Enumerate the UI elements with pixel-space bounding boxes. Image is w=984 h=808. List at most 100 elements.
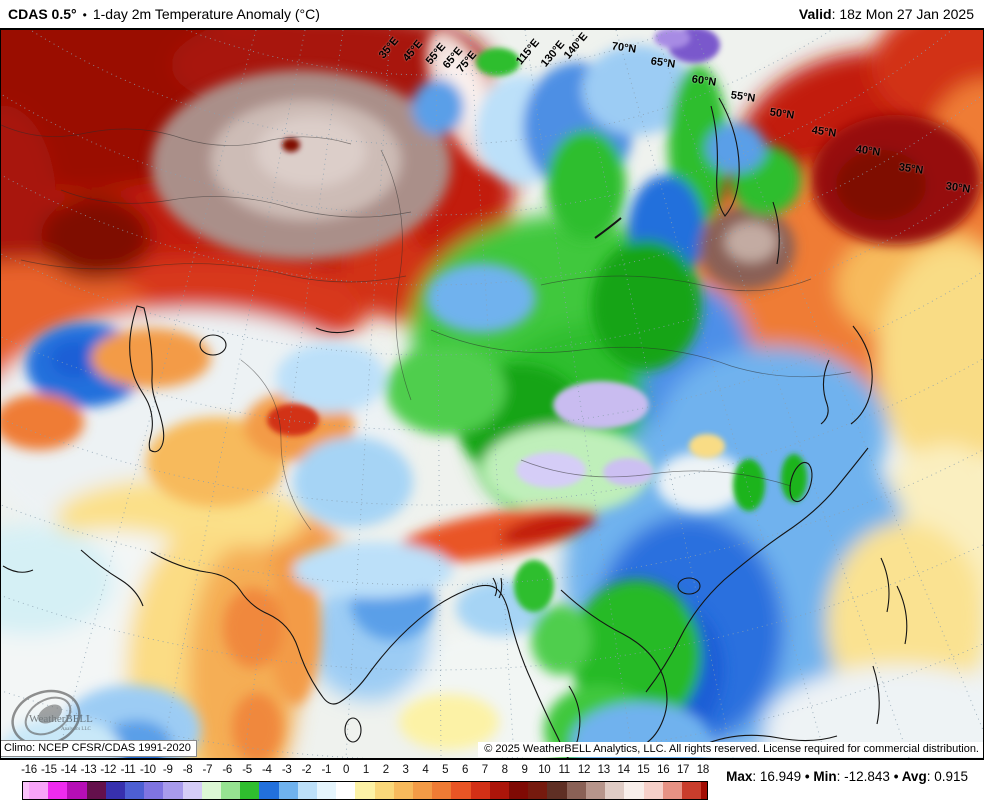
colorbar-segment — [374, 782, 394, 799]
colorbar-tick-label: -1 — [321, 764, 332, 776]
colorbar-tick-label: -4 — [262, 764, 272, 776]
title-bullet: • — [82, 8, 87, 22]
colorbar-segment — [643, 782, 663, 799]
colorbar-tick-label: 13 — [597, 764, 611, 776]
colorbar-endcap — [701, 782, 708, 799]
valid-label: Valid — [798, 6, 832, 22]
colorbar-tick-label: 18 — [696, 764, 710, 776]
colorbar-segment — [105, 782, 126, 799]
colorbar-segment — [336, 782, 356, 799]
colorbar-tick-label: -5 — [242, 764, 252, 776]
colorbar-tick-label: 12 — [577, 764, 591, 776]
colorbar-segment — [259, 782, 279, 799]
climo-note: Climo: NCEP CFSR/CDAS 1991-2020 — [1, 740, 197, 757]
colorbar-segment — [432, 782, 452, 799]
stats-sep2: • — [889, 769, 902, 784]
avg-label: Avg — [901, 769, 927, 784]
copyright-note: © 2025 WeatherBELL Analytics, LLC. All r… — [478, 742, 983, 757]
min-label: Min — [813, 769, 837, 784]
colorbar-tick-label: 3 — [402, 764, 409, 776]
colorbar-segment — [470, 782, 490, 799]
colorbar-tick-label: -3 — [281, 764, 292, 776]
colorbar-segment — [125, 782, 145, 799]
temperature-anomaly-map: WeatherBELL Analytics LLC 70°N 65°N 60°N 55… — [0, 30, 984, 760]
anomaly-blobs-medium — [1, 30, 981, 758]
colorbar-tick-label: 14 — [617, 764, 630, 776]
colorbar-segment — [221, 782, 241, 799]
colorbar-tick-label: -10 — [140, 764, 156, 776]
colorbar-segment — [451, 782, 471, 799]
colorbar-segment — [86, 782, 106, 799]
valid-time: Valid: 18z Mon 27 Jan 2025 — [799, 0, 974, 28]
colorbar-tick-label: -16 — [21, 764, 37, 776]
colorbar-tick-label: 6 — [461, 764, 469, 776]
colorbar-tick-label: 10 — [538, 764, 551, 776]
colorbar-segment — [413, 782, 433, 799]
weatherbell-logo: WeatherBELL Analytics LLC — [11, 689, 93, 747]
field-statistics: Max: 16.949 • Min: -12.843 • Avg: 0.915 — [726, 769, 968, 784]
country-borders — [1, 124, 852, 531]
colorbar-tick-label: -11 — [120, 764, 136, 776]
colorbar-segment — [67, 782, 87, 799]
colorbar — [22, 781, 708, 800]
colorbar-tick-label: -6 — [222, 764, 233, 776]
max-label: Max — [726, 769, 753, 784]
colorbar-segment — [48, 782, 68, 799]
colorbar-segment — [297, 782, 318, 799]
colorbar-segment — [182, 782, 202, 799]
colorbar-tick-label: -13 — [80, 764, 97, 776]
colorbar-tick-label: 11 — [558, 764, 570, 776]
colorbar-segment — [489, 782, 510, 799]
colorbar-tick-label: -7 — [202, 764, 213, 776]
colorbar-tick-label: 17 — [676, 764, 690, 776]
anomaly-field-graphic: WeatherBELL Analytics LLC — [1, 30, 983, 758]
colorbar-tick-label: -9 — [162, 764, 173, 776]
colorbar-segment — [605, 782, 625, 799]
model-name: CDAS 0.5° — [8, 6, 77, 22]
max-value: : 16.949 — [752, 769, 802, 784]
colorbar-segment — [163, 782, 183, 799]
colorbar-tick-label: -8 — [182, 764, 193, 776]
colorbar-endcap — [23, 782, 29, 799]
logo-brand-text: WeatherBELL — [29, 713, 93, 725]
colorbar-segment — [585, 782, 606, 799]
anomaly-blobs-small — [125, 30, 807, 758]
colorbar-segment — [240, 782, 260, 799]
map-title: CDAS 0.5° • 1-day 2m Temperature Anomaly (… — [8, 0, 320, 29]
colorbar-tick-label: -12 — [100, 764, 117, 776]
colorbar-tick-label: 9 — [521, 764, 528, 776]
colorbar-segment — [144, 782, 164, 799]
colorbar-tick-label: 16 — [657, 764, 670, 776]
stats-sep1: • — [801, 769, 814, 784]
coastlines — [2, 97, 908, 758]
colorbar-tick-label: 4 — [422, 764, 429, 776]
colorbar-tick-row: -16 -15 -14 -13 -12 -11 -10 -9 -8 -7 -6 -5 -4 -3 -2 -1 0… — [0, 764, 720, 778]
colorbar-segment — [566, 782, 586, 799]
colorbar-segment — [393, 782, 414, 799]
colorbar-tick-label: 2 — [382, 764, 389, 776]
product-title: 1-day 2m Temperature Anomaly (°C) — [92, 6, 320, 22]
colorbar-segment — [509, 782, 529, 799]
colorbar-segment — [547, 782, 567, 799]
colorbar-tick-label: 5 — [442, 764, 449, 776]
header-bar: CDAS 0.5° • 1-day 2m Temperature Anomaly (… — [0, 0, 984, 30]
colorbar-tick-label: -15 — [40, 764, 57, 776]
colorbar-tick-label: -14 — [60, 764, 77, 776]
colorbar-segment — [201, 782, 222, 799]
colorbar-segment — [278, 782, 298, 799]
colorbar-segment — [662, 782, 682, 799]
colorbar-tick-label: 1 — [362, 764, 369, 776]
colorbar-tick-label: 15 — [637, 764, 650, 776]
colorbar-segment — [29, 782, 49, 799]
valid-value: : 18z Mon 27 Jan 2025 — [831, 6, 974, 22]
colorbar-segment — [681, 782, 702, 799]
min-value: : -12.843 — [836, 769, 890, 784]
avg-value: : 0.915 — [926, 769, 968, 784]
colorbar-tick-label: 8 — [501, 764, 508, 776]
logo-sub-text: Analytics LLC — [61, 727, 92, 732]
colorbar-segment — [528, 782, 548, 799]
graticule — [1, 30, 983, 758]
colorbar-segment — [355, 782, 375, 799]
colorbar-segment — [317, 782, 337, 799]
